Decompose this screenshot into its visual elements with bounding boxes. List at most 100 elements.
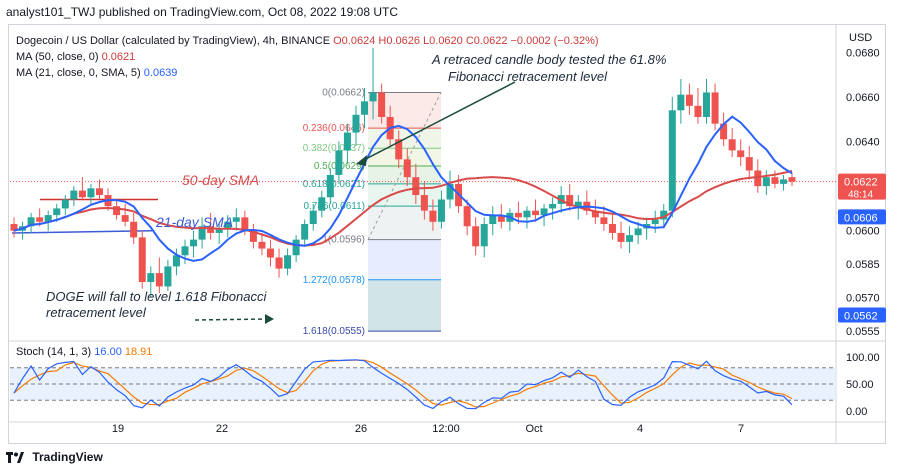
candle-body [626,235,634,242]
candle-body [437,199,445,222]
candle-body [284,255,292,269]
current-price-tag: 0.0622 [844,177,878,189]
current-price-tag-bg [838,173,886,200]
candle-body [703,92,711,117]
doge-arrow-line [194,318,269,321]
fib-zone [368,206,441,240]
doge-arrow-head [265,314,274,324]
candle-body [318,197,326,211]
candle-body [634,228,642,236]
low-price-tag-bg [838,307,886,323]
candle-body [275,257,283,269]
retrace-arrow-line [359,81,516,163]
footer-brand[interactable]: TradingView [6,450,103,464]
candle-body [113,206,121,216]
candle-body [403,159,411,178]
time-tick-label: 12:00 [432,423,460,435]
candle-body [266,248,274,258]
candle-body [540,208,548,216]
stoch-d-line [13,359,793,408]
time-tick-label: 4 [637,423,643,435]
price-tick-label: 0.0600 [846,226,880,238]
retrace-arrow-head [356,155,367,166]
ma21-price-tag-bg [838,209,886,225]
candle-body [574,201,582,207]
candle-body [207,226,215,233]
chart-frame [8,24,886,444]
candle-body [181,246,189,256]
stoch-tick-label: 50.00 [846,379,874,391]
candle-body [130,221,138,238]
symbol-label: Dogecoin / US Dollar (calculated by Trad… [16,35,331,47]
sma50-line [13,170,793,247]
candle-body [292,239,300,256]
symbol-row: Dogecoin / US Dollar (calculated by Trad… [16,33,599,49]
candle-body [745,157,753,171]
candle-body [249,230,257,242]
retrace-annotation-line2: Fibonacci retracement level [448,69,607,84]
candle-body [224,221,232,229]
candle-body [172,255,180,267]
chart-legend: Dogecoin / US Dollar (calculated by Trad… [16,33,599,81]
candle-body [532,210,540,216]
time-tick-label: 26 [355,423,367,435]
candle-body [78,190,86,198]
candle-body [617,232,625,242]
candle-body [232,217,240,222]
candle-body [728,139,736,151]
candle-body [326,174,334,198]
fib-level-label: 0(0.0662) [322,87,365,98]
ma21-label: MA (21, close, 0, SMA, 5) [16,67,141,79]
candle-body [514,212,522,218]
candle-body [480,224,488,247]
time-tick-label: 19 [112,423,124,435]
candle-body [27,217,35,227]
fib-level-label: 0.786(0.0611) [303,201,365,212]
candle-body [771,177,779,184]
candle-body [463,206,471,227]
ohlc-values: O0.0624 H0.0626 L0.0620 C0.0622 −0.0002 … [333,35,599,47]
candle-body [10,224,18,231]
footer-brand-label: TradingView [32,450,103,464]
candle-body [36,217,44,222]
candle-body [779,179,787,184]
candle-body [241,217,249,231]
low-price-tag: 0.0562 [844,310,878,322]
stoch-tick-label: 0.00 [846,406,867,418]
currency-label: USD [849,32,873,44]
candle-body [61,199,69,209]
candle-body [87,188,95,198]
candle-body [429,210,437,222]
published-info: analyst101_TWJ published on TradingView.… [6,5,398,19]
candle-body [566,195,574,207]
candle-body [258,241,266,249]
ma21-value: 0.0639 [143,67,178,79]
candle-body [420,195,428,211]
candle-body [412,177,420,196]
candle-body [472,226,480,247]
stoch-d-value: 18.91 [124,346,153,358]
candle-body [549,203,557,209]
candle-body [489,215,497,225]
price-tick-label: 0.0555 [846,326,880,338]
price-tick-label: 0.0585 [846,259,880,271]
candle-body [608,224,616,233]
stoch-k-line [13,359,793,410]
candle-body [343,132,351,151]
sma21-annotation: 21-day SMA [156,214,234,230]
price-tick-label: 0.0680 [846,47,880,59]
candle-body [711,92,719,124]
sma50-annotation: 50-day SMA [182,172,260,188]
candle-body [309,210,317,225]
candle-body [754,170,762,187]
candle-body [215,228,223,233]
ma50-row: MA (50, close, 0) 0.0621 [16,49,599,65]
doge-annotation-line1: DOGE will fall to level 1.618 Fibonacci [46,289,267,304]
fib-zone [368,128,441,149]
candle-body [301,224,309,240]
candle-body [44,215,52,222]
retrace-annotation-line1: A retraced candle body tested the 61.8% [432,52,667,67]
candle-body [660,210,668,220]
candle-body [651,219,659,225]
